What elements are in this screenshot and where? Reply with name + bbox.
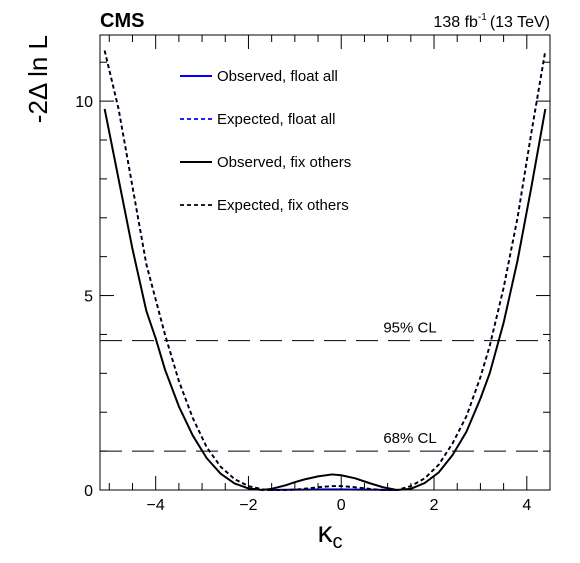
- y-axis-ticks: 0 5 10: [75, 61, 550, 500]
- x-axis-ticks: −4 −2 0 2 4: [108, 35, 531, 514]
- cl-label-1: 68% CL: [383, 430, 436, 447]
- y-axis-title: -2Δ ln L: [23, 35, 53, 123]
- lumi-label: 138 fb-1 (13 TeV): [433, 12, 550, 31]
- x-tick-label: 4: [522, 497, 531, 514]
- legend-label-2: Observed, fix others: [217, 154, 351, 171]
- legend-label-1: Expected, float all: [217, 111, 335, 128]
- x-axis-title: κc: [318, 516, 343, 553]
- cl-label-0: 95% CL: [383, 320, 436, 337]
- cms-label: CMS: [100, 10, 144, 32]
- x-tick-label: −4: [147, 497, 165, 514]
- y-tick-label: 0: [84, 483, 93, 500]
- y-tick-label: 10: [75, 94, 93, 111]
- lumi-exponent: -1: [478, 12, 487, 23]
- legend-label-3: Expected, fix others: [217, 197, 349, 214]
- x-tick-label: 2: [430, 497, 439, 514]
- energy-label: (13 TeV): [490, 14, 550, 31]
- legend: Observed, float all Expected, float all Ob…: [180, 68, 351, 214]
- legend-item-1: Expected, float all: [180, 111, 335, 128]
- x-axis-title-base: κ: [318, 516, 334, 549]
- legend-item-3: Expected, fix others: [180, 197, 349, 214]
- legend-item-0: Observed, float all: [180, 68, 338, 85]
- x-axis-title-subscript: c: [333, 531, 343, 553]
- legend-item-2: Observed, fix others: [180, 154, 351, 171]
- x-tick-label: 0: [337, 497, 346, 514]
- plot-frame: [99, 34, 551, 491]
- x-tick-label: −2: [239, 497, 257, 514]
- confidence-level-lines: 95% CL 68% CL: [100, 320, 550, 452]
- series-line-2: [103, 108, 547, 491]
- lumi-value: 138 fb: [433, 14, 478, 31]
- legend-label-0: Observed, float all: [217, 68, 338, 85]
- y-tick-label: 5: [84, 289, 93, 306]
